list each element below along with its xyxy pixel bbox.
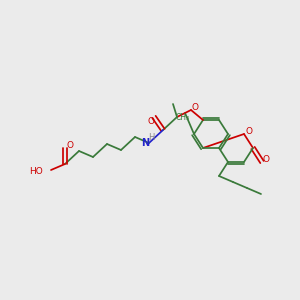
Text: CH₃: CH₃: [176, 113, 190, 122]
Text: O: O: [245, 128, 253, 136]
Text: O: O: [67, 142, 73, 151]
Text: H: H: [148, 133, 154, 142]
Text: N: N: [141, 138, 149, 148]
Text: O: O: [262, 155, 269, 164]
Text: O: O: [148, 118, 154, 127]
Text: O: O: [191, 103, 199, 112]
Text: HO: HO: [29, 167, 43, 176]
